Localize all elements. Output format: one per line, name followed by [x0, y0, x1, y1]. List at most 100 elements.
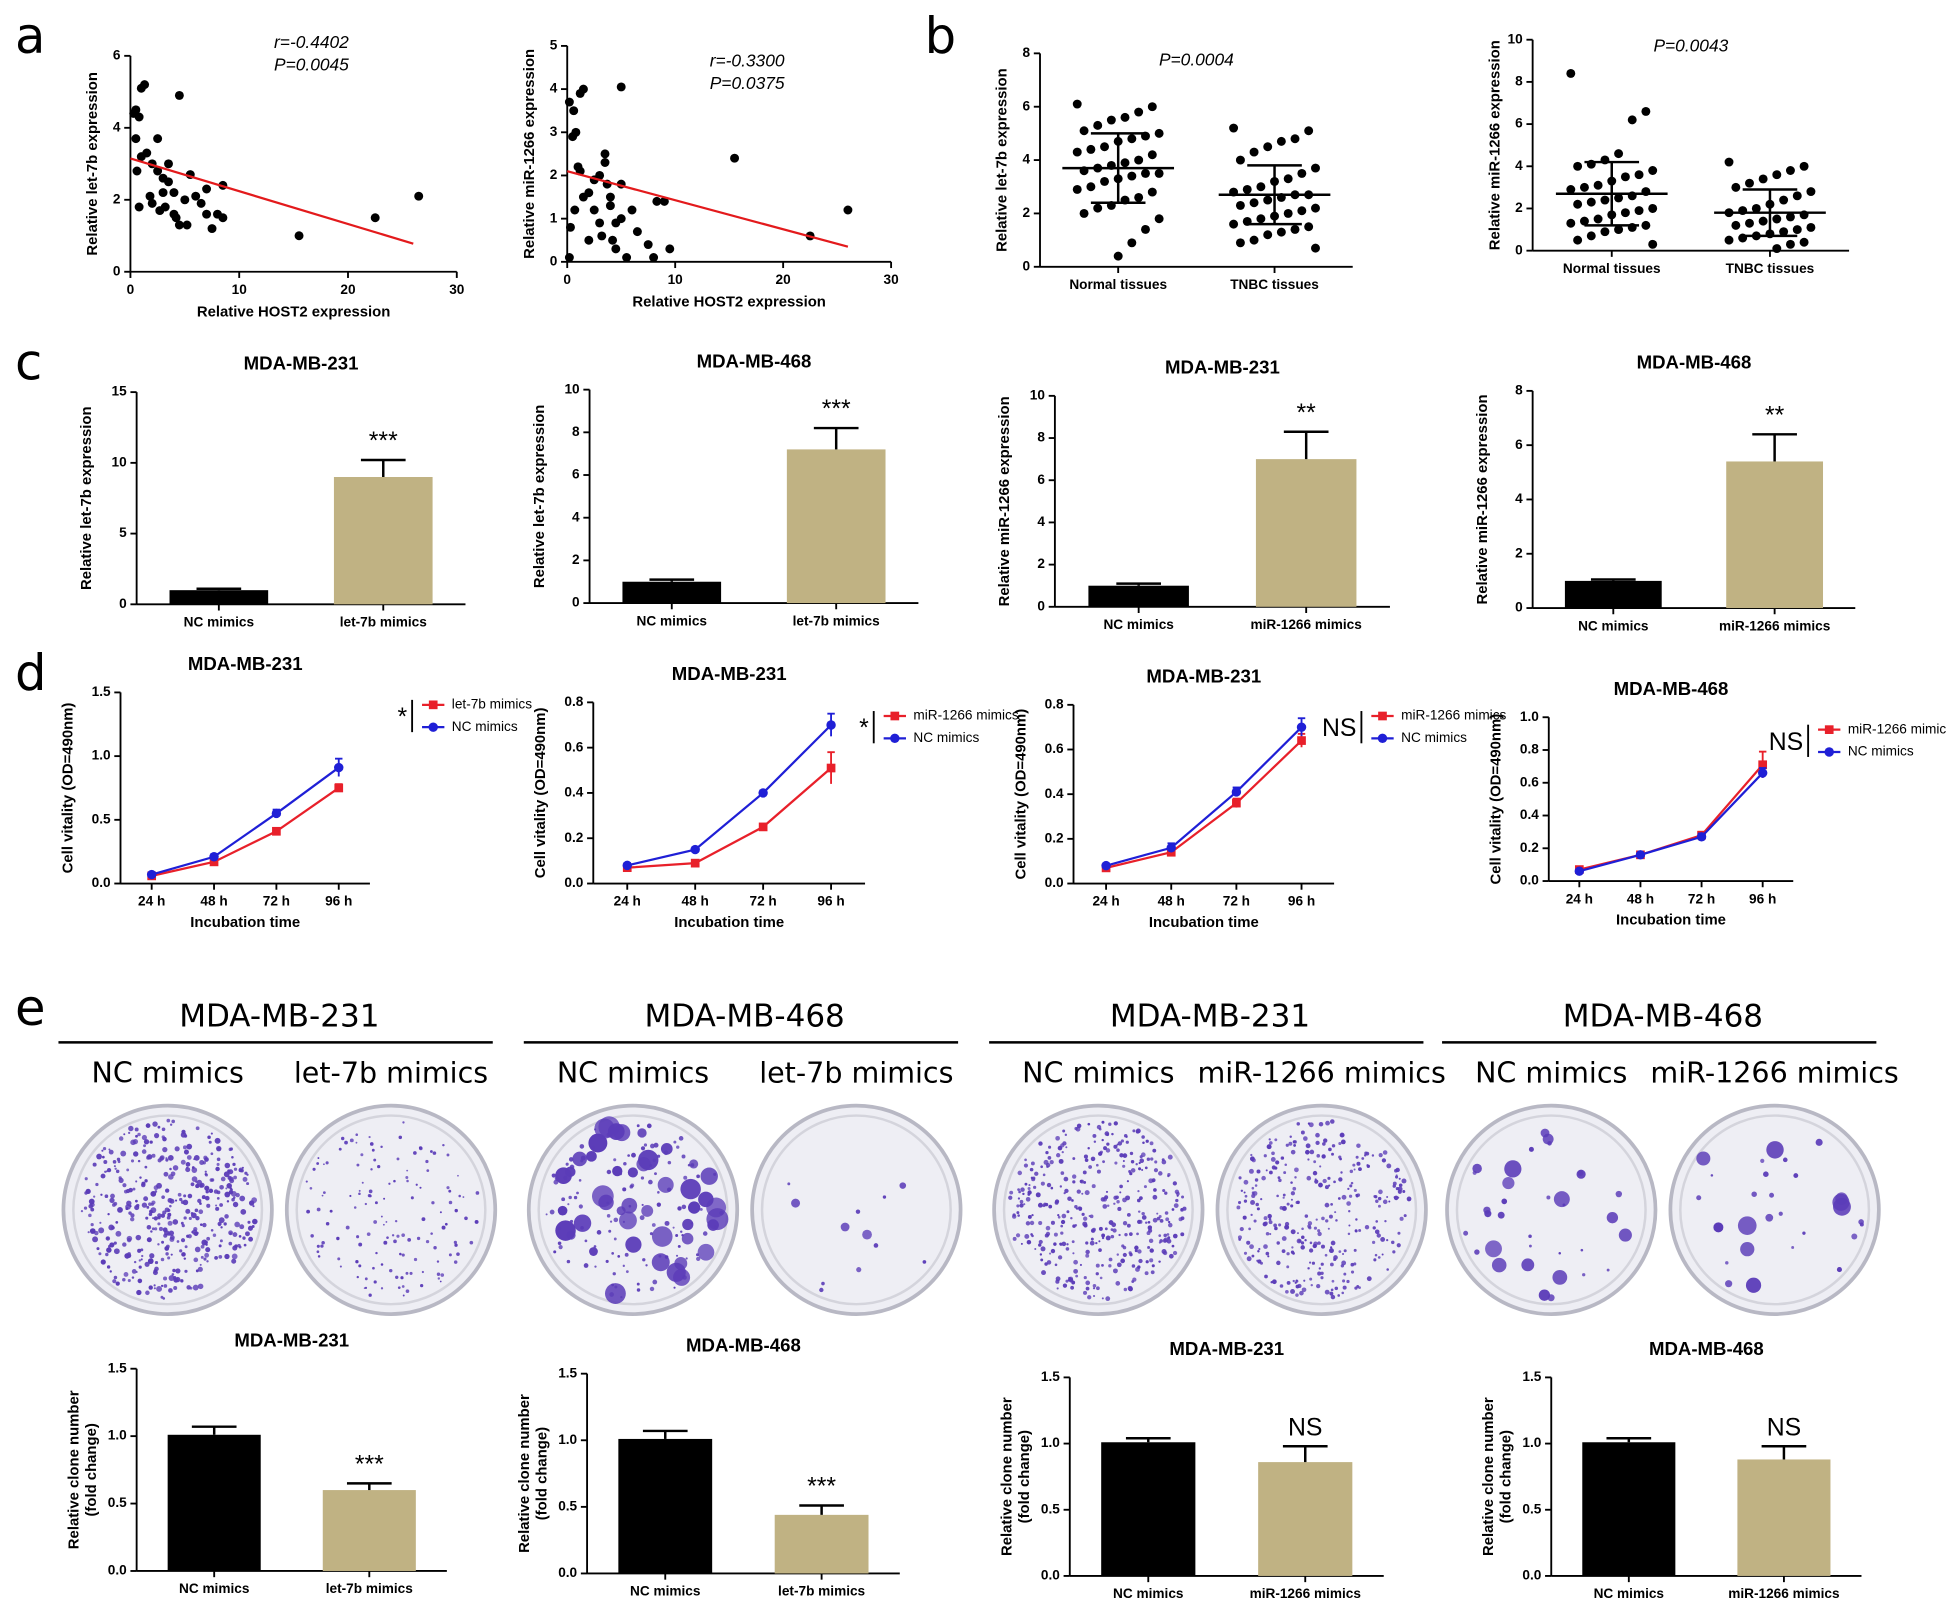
point [209, 852, 219, 862]
colony [1325, 1219, 1329, 1223]
colony [1083, 1180, 1087, 1184]
colony [578, 1204, 583, 1209]
y-axis-label: Relative miR-1266 expression [1487, 40, 1503, 250]
colony [649, 1286, 655, 1292]
colony [1377, 1256, 1381, 1259]
colony [1057, 1255, 1063, 1260]
colony [1146, 1157, 1151, 1161]
colony [1251, 1191, 1255, 1195]
colony [1546, 1195, 1551, 1200]
y-tick-label: 0.2 [564, 830, 583, 845]
colony [1338, 1177, 1343, 1182]
colony [1108, 1220, 1114, 1225]
colony [373, 1158, 377, 1162]
colony [160, 1284, 164, 1288]
colony [1303, 1136, 1308, 1141]
colony [1132, 1129, 1136, 1133]
colony [1399, 1216, 1404, 1221]
colony [448, 1200, 453, 1205]
colony [1251, 1158, 1256, 1163]
point [1290, 134, 1300, 144]
colony [161, 1127, 166, 1132]
colony [1353, 1188, 1357, 1192]
colony [426, 1169, 430, 1172]
chart-title: MDA-MB-231 [188, 653, 303, 674]
legend-label: NC mimics [1848, 744, 1914, 759]
plate [284, 1103, 498, 1316]
colony [132, 1187, 136, 1191]
colony [233, 1175, 237, 1180]
colony [112, 1279, 117, 1284]
colony [148, 1202, 152, 1206]
colony [364, 1202, 367, 1206]
colony [1022, 1192, 1025, 1196]
colony [248, 1236, 254, 1242]
colony [184, 1245, 188, 1249]
colony [325, 1221, 330, 1226]
point [632, 227, 642, 237]
point [1127, 238, 1137, 248]
colony [627, 1167, 638, 1178]
y-tick-label: 0 [119, 596, 127, 611]
colony [1085, 1249, 1090, 1255]
colony [1055, 1135, 1060, 1141]
colony [453, 1260, 458, 1264]
colony [167, 1212, 172, 1217]
bar [1582, 1442, 1676, 1576]
colony [639, 1215, 645, 1221]
colony [689, 1159, 699, 1169]
colony [1137, 1189, 1140, 1193]
colony [642, 1258, 646, 1262]
colony [1396, 1243, 1401, 1248]
colony [204, 1170, 207, 1173]
panel-label: c [15, 334, 42, 392]
colony [1117, 1206, 1122, 1212]
colony [1392, 1250, 1396, 1254]
colony [1082, 1170, 1087, 1175]
legend-marker [1378, 711, 1387, 721]
point [1086, 144, 1096, 154]
y-tick-label: 2 [113, 191, 121, 206]
colony [1083, 1290, 1088, 1295]
colony [80, 1209, 84, 1213]
point [1745, 178, 1754, 188]
colony [1298, 1239, 1302, 1243]
colony [1237, 1200, 1242, 1205]
colony [593, 1245, 597, 1248]
colony [707, 1219, 719, 1231]
colony [1138, 1219, 1143, 1224]
colony [130, 1139, 136, 1146]
colony [355, 1133, 359, 1137]
colony [1098, 1240, 1101, 1243]
bar [1255, 459, 1357, 607]
colony [573, 1195, 578, 1200]
point [1724, 235, 1734, 245]
colony [1407, 1198, 1411, 1202]
x-tick-label: TNBC tissues [1726, 261, 1815, 276]
colony [1092, 1133, 1097, 1138]
colony [181, 1252, 186, 1257]
colony [1256, 1207, 1260, 1211]
colony [1102, 1160, 1105, 1164]
colony [699, 1207, 703, 1211]
point [690, 844, 700, 855]
colony [413, 1257, 418, 1262]
legend-label: miR-1266 mimics [1848, 721, 1946, 736]
colony [322, 1191, 326, 1194]
colony [1491, 1257, 1507, 1273]
colony [128, 1131, 131, 1135]
colony [1272, 1279, 1277, 1285]
colony [144, 1179, 148, 1183]
colony [1276, 1241, 1280, 1245]
colony [1364, 1224, 1370, 1230]
colony [113, 1248, 120, 1255]
colony [1172, 1181, 1177, 1186]
bar [333, 477, 433, 605]
colony [578, 1179, 582, 1182]
colony [149, 1140, 153, 1144]
legend-label: miR-1266 mimics [1401, 708, 1506, 723]
colony [173, 1277, 179, 1283]
x-tick-label: 96 h [1288, 894, 1315, 909]
colony [401, 1253, 405, 1257]
